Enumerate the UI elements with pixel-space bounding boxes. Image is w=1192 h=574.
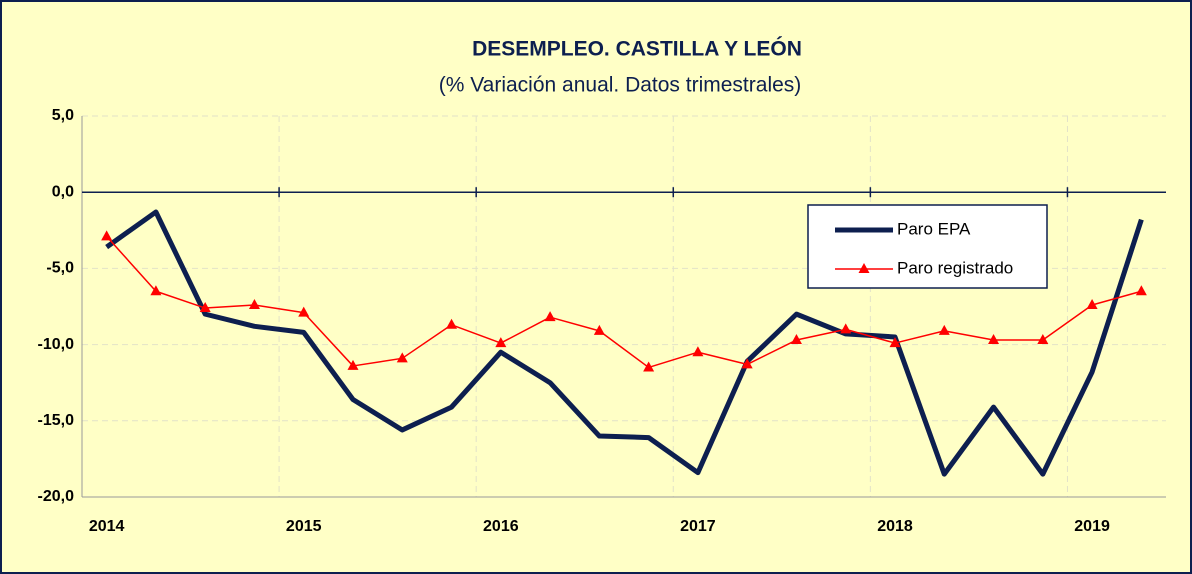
line — [105, 209, 1144, 477]
marker — [988, 334, 1000, 345]
marker — [495, 337, 507, 348]
legend-label: Paro EPA — [897, 219, 971, 238]
marker — [938, 324, 950, 335]
marker — [692, 346, 704, 357]
marker — [593, 324, 605, 335]
marker — [150, 285, 162, 296]
marker — [396, 352, 408, 363]
x-tick-label: 2014 — [89, 518, 125, 535]
y-tick-label: -5,0 — [46, 260, 74, 277]
marker — [248, 298, 260, 309]
y-tick-label: 5,0 — [52, 107, 74, 124]
chart-subtitle: (% Variación anual. Datos trimestrales) — [439, 74, 802, 97]
x-tick-label: 2015 — [286, 518, 322, 535]
y-tick-label: -15,0 — [38, 412, 75, 429]
x-tick-label: 2017 — [680, 518, 716, 535]
chart-title: DESEMPLEO. CASTILLA Y LEÓN — [472, 37, 802, 61]
x-tick-label: 2016 — [483, 518, 519, 535]
marker — [643, 361, 655, 372]
marker — [446, 318, 458, 329]
marker — [298, 306, 310, 317]
marker — [544, 311, 556, 322]
x-tick-label: 2018 — [877, 518, 913, 535]
marker — [741, 358, 753, 369]
marker — [840, 323, 852, 334]
marker — [790, 334, 802, 345]
legend — [807, 204, 1048, 289]
legend-label: Paro registrado — [897, 258, 1013, 277]
marker — [347, 359, 359, 370]
marker — [1135, 285, 1147, 296]
marker — [1037, 334, 1049, 345]
marker — [101, 230, 113, 241]
marker — [199, 302, 211, 313]
y-tick-label: -10,0 — [38, 336, 75, 353]
legend-marker — [858, 263, 870, 273]
y-tick-label: 0,0 — [52, 183, 74, 200]
marker — [1086, 298, 1098, 309]
y-tick-label: -20,0 — [38, 488, 75, 505]
x-tick-label: 2019 — [1074, 518, 1110, 535]
marker — [889, 337, 901, 348]
line — [106, 235, 1142, 369]
